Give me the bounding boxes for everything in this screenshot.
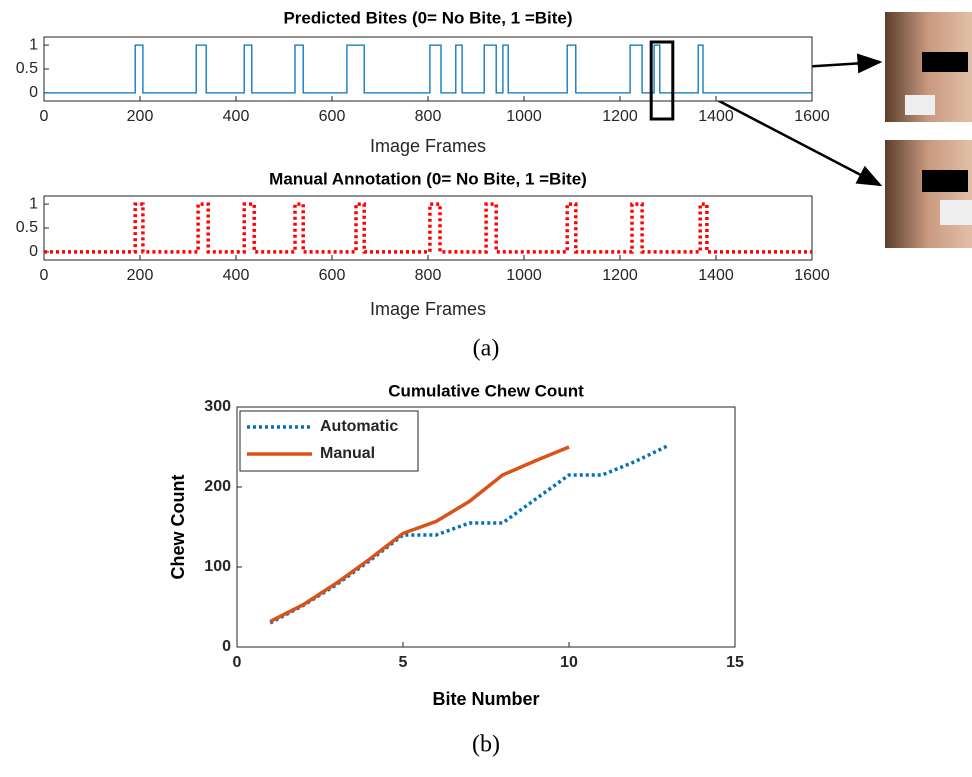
y-tick-label: 1: [29, 195, 38, 212]
x-tick-label: 200: [127, 108, 154, 125]
x-tick-label: 800: [415, 267, 442, 284]
legend-label: Automatic: [320, 418, 398, 435]
y-tick-label: 1: [29, 36, 38, 53]
x-tick-label: 800: [415, 108, 442, 125]
x-tick-label: 1200: [602, 108, 638, 125]
x-tick-label: 1600: [794, 267, 830, 284]
data-line: [44, 202, 812, 254]
y-tick-label: 0: [29, 243, 38, 260]
x-tick-label: 600: [319, 267, 346, 284]
chart-title: Cumulative Chew Count: [388, 381, 584, 400]
x-tick-label: 1600: [794, 108, 830, 125]
panel-label: (b): [472, 732, 500, 758]
data-line: [269, 443, 670, 625]
x-tick-label: 1400: [698, 108, 734, 125]
chart-title: Predicted Bites (0= No Bite, 1 =Bite): [283, 8, 572, 27]
plot-area: [43, 36, 813, 102]
x-tick-label: 200: [127, 267, 154, 284]
chart-title: Manual Annotation (0= No Bite, 1 =Bite): [269, 169, 587, 188]
x-tick-label: 5: [399, 654, 408, 671]
y-tick-label: 0: [29, 84, 38, 101]
plot-area: [43, 195, 813, 261]
y-tick-label: 100: [204, 558, 231, 575]
legend-box: [239, 410, 419, 472]
panel-label: (a): [473, 336, 500, 362]
y-tick-label: 0.5: [16, 219, 38, 236]
x-tick-label: 1200: [602, 267, 638, 284]
x-tick-label: 1000: [506, 267, 542, 284]
photo-bottom: [885, 140, 972, 248]
x-tick-label: 400: [223, 267, 250, 284]
photo-top: [885, 12, 972, 122]
y-tick-label: 0: [222, 638, 231, 655]
y-tick-label: 200: [204, 478, 231, 495]
x-tick-label: 600: [319, 108, 346, 125]
x-axis-label: Image Frames: [370, 136, 486, 156]
x-tick-label: 0: [233, 654, 242, 671]
highlight-box: [649, 40, 675, 121]
data-line: [44, 44, 812, 94]
y-tick-label: 0.5: [16, 60, 38, 77]
x-tick-label: 0: [40, 108, 49, 125]
x-tick-label: 1000: [506, 108, 542, 125]
x-tick-label: 1400: [698, 267, 734, 284]
legend-label: Manual: [320, 445, 375, 462]
x-tick-label: 10: [560, 654, 578, 671]
x-tick-label: 400: [223, 108, 250, 125]
x-axis-label: Bite Number: [432, 689, 539, 709]
data-line: [269, 445, 570, 623]
x-axis-label: Image Frames: [370, 299, 486, 319]
x-tick-label: 15: [726, 654, 744, 671]
y-tick-label: 300: [204, 398, 231, 415]
x-tick-label: 0: [40, 267, 49, 284]
y-axis-label: Chew Count: [168, 475, 188, 580]
